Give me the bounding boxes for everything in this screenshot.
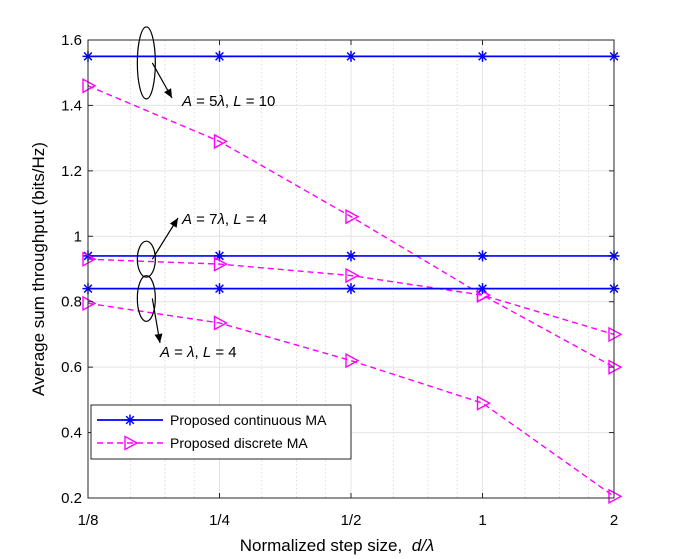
y-tick-label: 1.4: [61, 97, 82, 114]
annotation-label-a1-l4: A = λ, L = 4: [159, 344, 237, 361]
continuous-ma-marker: [214, 283, 225, 295]
discrete-ma-marker: [213, 256, 228, 272]
discrete-ma-marker: [345, 208, 360, 225]
y-tick-label: 0.4: [61, 425, 82, 442]
legend-label-discrete: Proposed discrete MA: [170, 435, 308, 451]
y-tick-label: 1.2: [61, 163, 82, 180]
discrete-ma-marker: [213, 133, 228, 150]
y-axis-label: Average sum throughput (bits/Hz): [29, 142, 48, 396]
continuous-ma-marker: [345, 250, 357, 262]
annotation-ellipse: [136, 26, 156, 100]
x-axis-label: Normalized step size, d/λ: [240, 536, 435, 555]
x-tick-label: 1/2: [341, 512, 362, 529]
y-tick-label: 0.6: [61, 359, 82, 376]
annotation-ellipse: [136, 240, 156, 278]
x-tick-label: 2: [610, 512, 618, 529]
x-tick-label: 1/8: [78, 512, 99, 529]
discrete-ma-line: [87, 302, 615, 497]
x-tick-label: 1/4: [209, 512, 230, 529]
discrete-ma-marker: [82, 78, 97, 94]
continuous-ma-marker: [477, 250, 488, 262]
discrete-ma-marker: [608, 326, 623, 343]
axes: 1/8 1/4 1/2 1 2 0.2 0.4 0.6 0.8 1 1.2 1.4 1.6: [61, 32, 618, 529]
continuous-ma-marker: [477, 283, 488, 295]
legend-marker-asterisk: [124, 414, 136, 426]
legend-box: [90, 404, 352, 460]
annotation-ellipse: [136, 274, 156, 322]
continuous-ma-marker: [345, 283, 357, 295]
discrete-ma-line: [87, 258, 615, 336]
annotation-arrowhead: [169, 218, 178, 228]
legend-label-continuous: Proposed continuous MA: [170, 412, 327, 428]
discrete-ma-marker: [345, 267, 360, 284]
legend-swatches: [97, 414, 163, 451]
discrete-ma-marker: [608, 488, 623, 505]
continuous-ma-marker: [477, 50, 488, 62]
discrete-ma-marker: [82, 295, 97, 312]
annotation-label-a7-l4: A = 7λ, L = 4: [181, 211, 267, 228]
discrete-ma-marker: [345, 352, 360, 369]
legend-marker-triangle: [124, 435, 139, 451]
continuous-ma-marker: [214, 50, 225, 62]
annotation-arrowhead: [164, 88, 172, 98]
annotation-arrowhead: [154, 333, 163, 343]
annotation-label-a5-l10: A = 5λ, L = 10: [181, 93, 275, 110]
discrete-ma-marker: [476, 287, 491, 303]
continuous-ma-marker: [214, 250, 225, 262]
legend: Proposed continuous MA Proposed discrete…: [90, 404, 352, 460]
x-tick-label: 1: [478, 512, 486, 529]
y-tick-label: 0.8: [61, 294, 82, 311]
discrete-ma-marker: [213, 315, 228, 331]
continuous-ma-marker: [345, 50, 357, 62]
discrete-ma-marker: [82, 251, 97, 267]
annotations: [136, 26, 179, 344]
y-tick-label: 1.6: [61, 32, 82, 49]
y-tick-label: 0.2: [61, 490, 82, 507]
discrete-ma-line: [87, 85, 615, 368]
y-tick-label: 1: [74, 228, 82, 245]
series-layer: [82, 50, 623, 505]
discrete-ma-marker: [476, 395, 491, 411]
